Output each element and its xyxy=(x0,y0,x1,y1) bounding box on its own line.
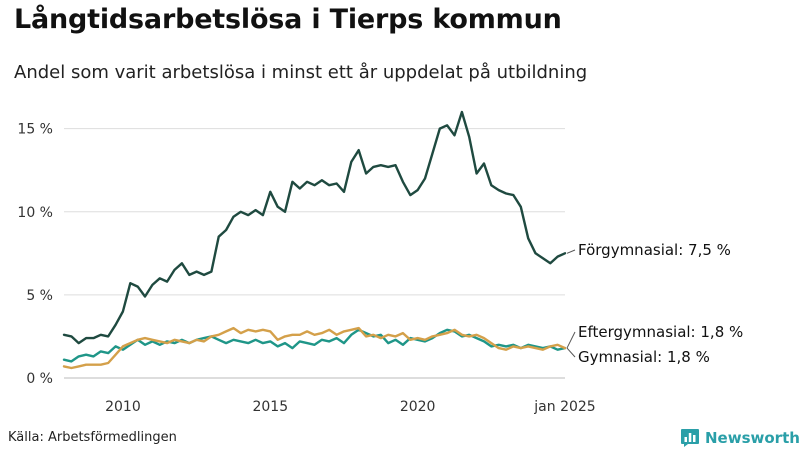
y-axis-ticks: 0 % 5 % 10 % 15 % xyxy=(17,122,53,387)
bar-chart-badge-icon xyxy=(681,429,699,447)
series-label-gymnasial: Gymnasial: 1,8 % xyxy=(578,348,710,366)
x-tick-label: 2010 xyxy=(105,399,141,415)
gridlines xyxy=(64,128,565,379)
label-leader-forgymnasial xyxy=(566,249,576,254)
label-leader-gymnasial xyxy=(566,347,576,358)
series-end-labels: Förgymnasial: 7,5 % Eftergymnasial: 1,8 %… xyxy=(566,241,743,366)
y-tick-label: 10 % xyxy=(17,205,53,221)
series-label-eftergymnasial: Eftergymnasial: 1,8 % xyxy=(578,323,743,341)
series-label-forgymnasial: Förgymnasial: 7,5 % xyxy=(578,241,731,259)
chart-title: Långtidsarbetslösa i Tierps kommun xyxy=(14,4,562,35)
series-line-gymnasial xyxy=(62,326,567,370)
series-lines xyxy=(62,110,567,370)
series-line-eftergymnasial xyxy=(62,328,567,363)
x-tick-label: jan 2025 xyxy=(533,399,595,415)
series-line-forgymnasial xyxy=(62,110,567,345)
y-tick-label: 15 % xyxy=(17,122,53,138)
x-axis-ticks: 2010 2015 2020 jan 2025 xyxy=(105,399,596,415)
label-leader-eftergymnasial xyxy=(566,331,576,349)
x-tick-label: 2020 xyxy=(400,399,436,415)
newsworthy-logo[interactable]: Newsworthy xyxy=(680,428,800,448)
brand-name: Newsworthy xyxy=(705,429,800,447)
line-chart: 0 % 5 % 10 % 15 % 2010 2015 2020 jan 2025 Förg… xyxy=(17,110,743,415)
chart-subtitle: Andel som varit arbetslösa i minst ett å… xyxy=(14,62,588,83)
x-tick-label: 2015 xyxy=(252,399,288,415)
source-note: Källa: Arbetsförmedlingen xyxy=(8,430,177,445)
y-tick-label: 0 % xyxy=(26,371,53,387)
y-tick-label: 5 % xyxy=(26,288,53,304)
